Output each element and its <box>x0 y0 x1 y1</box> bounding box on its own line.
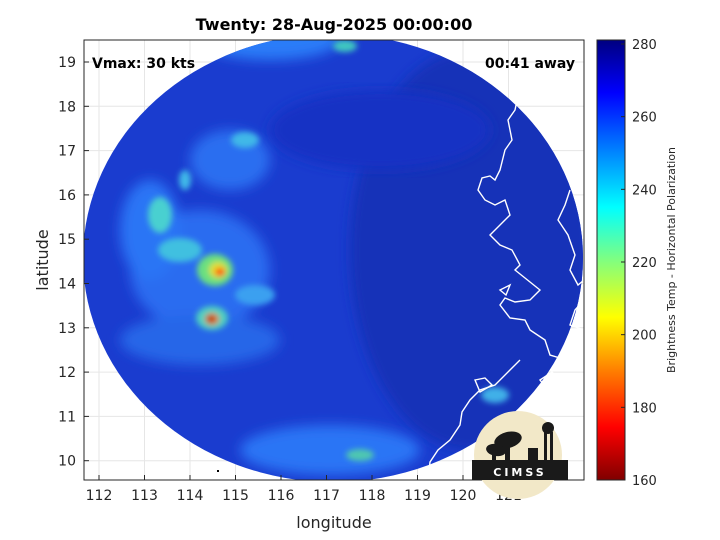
y-axis-label: latitude <box>33 229 52 290</box>
y-tick-label: 16 <box>58 188 76 204</box>
x-tick-label: 120 <box>450 488 477 504</box>
colorbar-tick-label: 280 <box>632 38 657 53</box>
x-tick-label: 112 <box>86 488 113 504</box>
y-tick-label: 17 <box>58 144 76 160</box>
x-tick-label: 115 <box>222 488 249 504</box>
y-tick-label: 11 <box>58 409 76 425</box>
y-tick-label: 19 <box>58 55 76 71</box>
colorbar-tick-label: 220 <box>632 256 657 271</box>
x-tick-label: 116 <box>268 488 295 504</box>
speck <box>217 470 219 472</box>
coastline <box>427 40 584 480</box>
x-tick-label: 117 <box>313 488 340 504</box>
y-tick-label: 12 <box>58 365 76 381</box>
vmax-annotation: Vmax: 30 kts <box>92 56 195 72</box>
y-axis: 19 18 17 16 15 14 13 12 11 10 <box>58 55 89 470</box>
y-tick-label: 18 <box>58 99 76 115</box>
colorbar-tick-label: 160 <box>632 474 657 489</box>
x-tick-label: 114 <box>177 488 204 504</box>
colorbar-ticks: 280 260 240 220 200 180 160 <box>621 38 657 489</box>
y-tick-label: 14 <box>58 277 76 293</box>
y-tick-label: 15 <box>58 232 76 248</box>
colorbar-tick-label: 180 <box>632 401 657 416</box>
colorbar-label: Brightness Temp - Horizontal Polarizatio… <box>665 147 678 373</box>
cimss-logo: CIMSS <box>472 411 568 499</box>
logo-text: CIMSS <box>493 466 546 479</box>
colorbar-tick-label: 200 <box>632 329 657 344</box>
x-axis-label: longitude <box>296 513 371 532</box>
axes-frame <box>83 39 585 481</box>
y-tick-label: 10 <box>58 454 76 470</box>
time-away-annotation: 00:41 away <box>485 56 575 72</box>
plot-title: Twenty: 28-Aug-2025 00:00:00 <box>196 15 473 34</box>
x-tick-label: 118 <box>359 488 386 504</box>
x-tick-label: 113 <box>131 488 158 504</box>
colorbar-tick-label: 260 <box>632 111 657 126</box>
colorbar-tick-label: 240 <box>632 183 657 198</box>
x-tick-label: 119 <box>404 488 431 504</box>
y-tick-label: 13 <box>58 321 76 337</box>
colorbar <box>596 39 626 481</box>
